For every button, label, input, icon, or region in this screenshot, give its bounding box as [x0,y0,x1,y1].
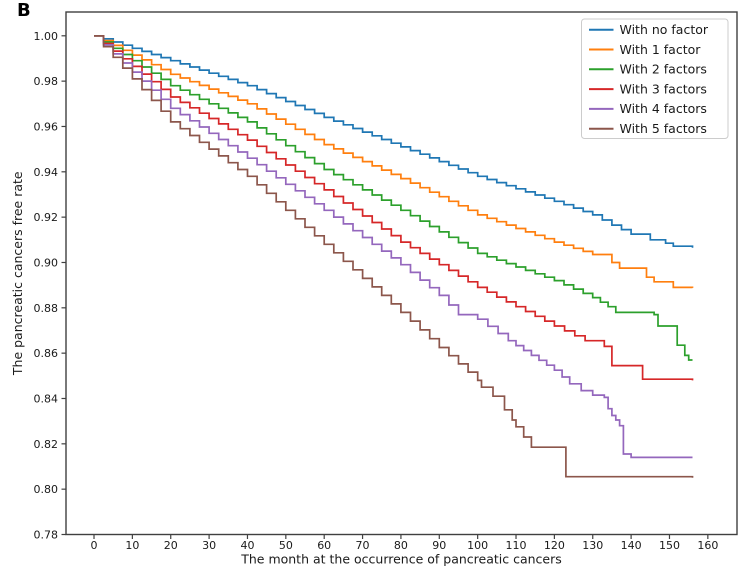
x-tick-label: 100 [467,539,488,552]
legend-label-with-5-factors: With 5 factors [620,121,707,136]
x-tick-label: 30 [202,539,216,552]
legend: With no factor With 1 factor With 2 factor… [581,18,729,139]
panel-label: B [17,0,31,21]
x-tick-label: 50 [279,539,293,552]
y-tick-label: 0.78 [34,529,59,542]
series-line-with-3-factors [94,34,694,381]
x-tick-label: 80 [394,539,408,552]
x-tick-label: 160 [697,539,718,552]
y-axis-label: The pancreatic cancers free rate [10,171,25,376]
series-line-with-no-factor [94,34,694,248]
x-axis-label: The month at the occurrence of pancreati… [240,552,562,567]
y-tick-label: 0.90 [34,256,59,269]
y-tick-label: 0.96 [34,120,59,133]
x-tick-label: 10 [125,539,139,552]
series-line-with-5-factors [94,34,694,478]
x-tick-label: 70 [356,539,370,552]
series-line-with-2-factors [94,34,693,361]
series-group [94,34,694,478]
legend-label-with-1-factor: With 1 factor [620,42,702,57]
x-tick-label: 20 [164,539,178,552]
y-tick-label: 0.80 [34,483,59,496]
legend-label-with-3-factors: With 3 factors [620,81,707,96]
y-tick-label: 0.84 [34,392,59,405]
legend-label-with-no-factor: With no factor [620,22,709,37]
y-tick-label: 0.88 [34,302,59,315]
y-tick-label: 0.86 [34,347,59,360]
x-tick-label: 90 [432,539,446,552]
y-tick-label: 0.82 [34,438,59,451]
x-tick-label: 0 [91,539,98,552]
y-tick-label: 1.00 [34,30,59,43]
y-tick-label: 0.98 [34,75,59,88]
x-axis: 0 10 20 30 40 50 60 70 80 90 100 110 120 130 140 150 160… [91,534,718,567]
x-tick-label: 40 [240,539,254,552]
x-tick-label: 120 [544,539,565,552]
legend-label-with-2-factors: With 2 factors [620,62,707,77]
series-line-with-1-factor [94,34,694,289]
y-tick-label: 0.94 [34,166,59,179]
x-tick-label: 110 [506,539,527,552]
x-tick-label: 60 [317,539,331,552]
y-tick-label: 0.92 [34,211,59,224]
legend-label-with-4-factors: With 4 factors [620,101,707,116]
y-axis: 0.78 0.80 0.82 0.84 0.86 0.88 0.90 0.92 0.94 0.96… [10,30,66,542]
x-tick-label: 140 [621,539,642,552]
x-tick-label: 150 [659,539,680,552]
x-tick-label: 130 [582,539,603,552]
series-line-with-4-factors [94,34,693,459]
